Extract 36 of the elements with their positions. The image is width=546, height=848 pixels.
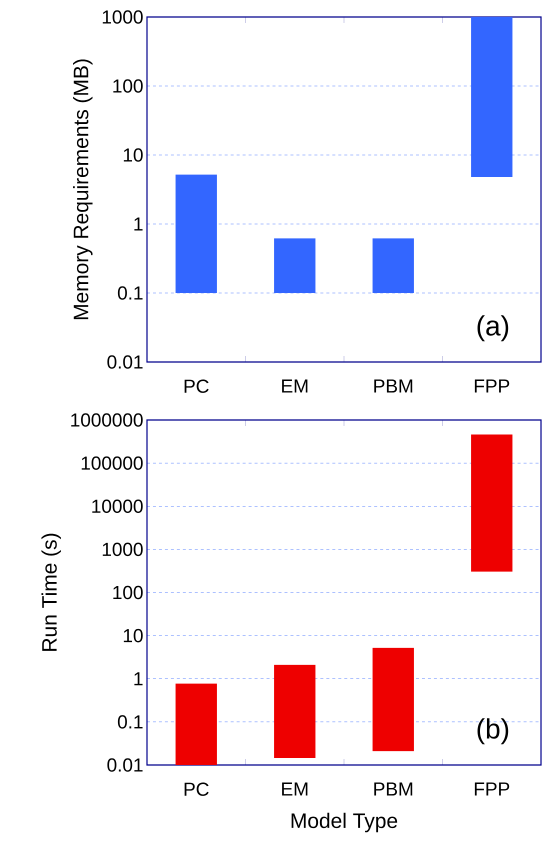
bar [274, 664, 316, 758]
y-axis-title: Memory Requirements (MB) [73, 59, 93, 320]
bar [274, 238, 316, 293]
y-tick-label: 0.01 [107, 355, 143, 369]
y-tick-label: 10 [124, 148, 143, 162]
y-tick-label: 100 [113, 586, 143, 600]
y-tick-label: 10 [124, 628, 143, 642]
x-tick-label: FPP [474, 380, 510, 393]
bar [176, 684, 217, 765]
bar [471, 16, 512, 177]
x-tick-label: FPP [474, 782, 510, 796]
y-tick-label: 1 [134, 217, 143, 231]
x-tick-label: PBM [374, 782, 412, 796]
x-axis-title: Model Type [292, 812, 398, 832]
annotation: (a) [478, 315, 508, 342]
x-tick-label: PC [184, 380, 209, 393]
y-axis-title: Run Time (s) [41, 534, 61, 651]
x-tick-label: PBM [374, 380, 412, 393]
y-tick-label: 0.01 [107, 758, 143, 772]
y-tick-label: 100 [113, 79, 143, 93]
y-tick-label: 1000000 [71, 413, 143, 427]
annotation: (b) [478, 718, 508, 744]
y-tick-label: 1 [134, 672, 143, 686]
x-tick-label: EM [282, 380, 308, 393]
y-tick-label: 0.1 [118, 715, 143, 729]
y-tick-label: 1000 [102, 10, 143, 24]
y-tick-label: 0.1 [118, 286, 143, 300]
y-tick-label: 100000 [82, 456, 143, 470]
x-tick-label: EM [282, 782, 308, 796]
y-tick-label: 10000 [92, 500, 143, 513]
bar [372, 238, 414, 293]
bar [372, 648, 414, 752]
bar [471, 434, 512, 572]
bar [176, 174, 217, 293]
x-tick-label: PC [184, 782, 209, 796]
y-tick-label: 1000 [102, 542, 143, 556]
